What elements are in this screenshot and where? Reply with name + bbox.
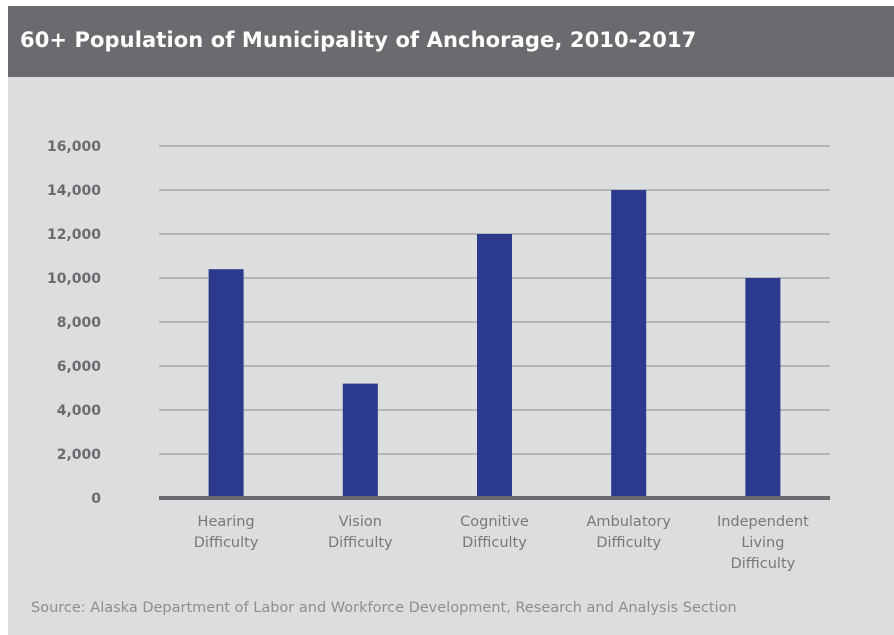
y-tick-label: 4,000 [57, 403, 102, 419]
bar [477, 234, 512, 496]
chart-panel: 60+ Population of Municipality of Anchor… [8, 6, 894, 635]
x-tick-label: Independent Living Difficulty [717, 514, 809, 572]
x-tick-label: Cognitive Difficulty [460, 514, 529, 551]
y-axis-ticks: 0 2,000 4,000 6,000 8,000 10,000 12,000 14,000 1… [47, 139, 101, 507]
y-tick-label: 10,000 [47, 271, 101, 287]
bars [208, 190, 781, 496]
y-tick-label: 0 [91, 491, 101, 507]
chart-header: 60+ Population of Municipality of Anchor… [8, 6, 894, 77]
x-tick-label: Hearing Difficulty [194, 514, 259, 551]
y-tick-label: 14,000 [47, 183, 101, 199]
y-tick-label: 8,000 [57, 315, 102, 331]
bar [611, 190, 647, 496]
bar [745, 278, 781, 496]
bar [208, 269, 244, 496]
bar [342, 383, 378, 496]
chart-title: 60+ Population of Municipality of Anchor… [20, 28, 697, 52]
chart-source: Source: Alaska Department of Labor and W… [31, 600, 737, 616]
y-tick-label: 2,000 [57, 447, 102, 463]
x-axis-ticks: Hearing Difficulty Vision Difficulty Cogniti… [194, 514, 809, 572]
y-tick-label: 12,000 [47, 227, 101, 243]
x-tick-label: Ambulatory Difficulty [586, 514, 671, 551]
y-tick-label: 16,000 [47, 139, 101, 155]
y-tick-label: 6,000 [57, 359, 102, 375]
bar-chart: 0 2,000 4,000 6,000 8,000 10,000 12,000 14,000 1… [47, 139, 830, 572]
x-tick-label: Vision Difficulty [328, 514, 393, 551]
